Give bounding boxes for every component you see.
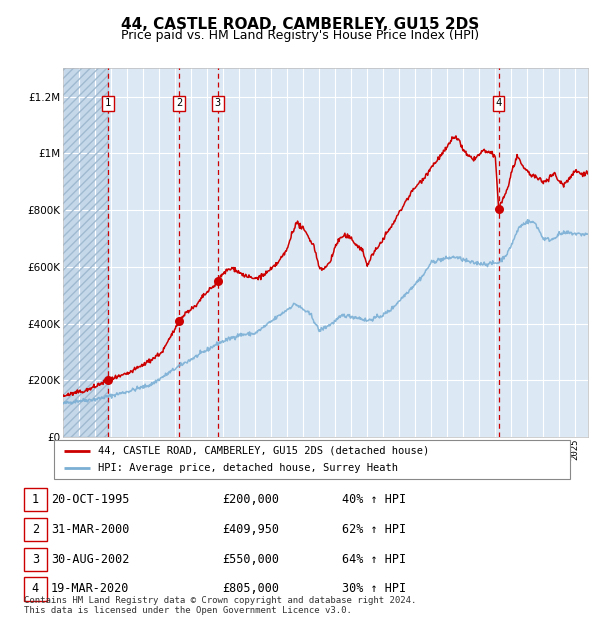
Text: 3: 3: [32, 553, 39, 565]
Text: 62% ↑ HPI: 62% ↑ HPI: [342, 523, 406, 536]
Text: 4: 4: [496, 98, 502, 108]
Text: £550,000: £550,000: [222, 553, 279, 565]
Text: 1: 1: [104, 98, 111, 108]
Text: 64% ↑ HPI: 64% ↑ HPI: [342, 553, 406, 565]
Text: 20-OCT-1995: 20-OCT-1995: [51, 494, 130, 506]
Text: 19-MAR-2020: 19-MAR-2020: [51, 583, 130, 595]
Bar: [63, 68, 108, 437]
Text: HPI: Average price, detached house, Surrey Heath: HPI: Average price, detached house, Surr…: [98, 463, 398, 473]
Text: 31-MAR-2000: 31-MAR-2000: [51, 523, 130, 536]
Text: Contains HM Land Registry data © Crown copyright and database right 2024.
This d: Contains HM Land Registry data © Crown c…: [24, 596, 416, 615]
Text: £200,000: £200,000: [222, 494, 279, 506]
Text: 44, CASTLE ROAD, CAMBERLEY, GU15 2DS: 44, CASTLE ROAD, CAMBERLEY, GU15 2DS: [121, 17, 479, 32]
Text: 3: 3: [215, 98, 221, 108]
Text: 44, CASTLE ROAD, CAMBERLEY, GU15 2DS (detached house): 44, CASTLE ROAD, CAMBERLEY, GU15 2DS (de…: [98, 446, 429, 456]
Text: 40% ↑ HPI: 40% ↑ HPI: [342, 494, 406, 506]
Text: 1: 1: [32, 494, 39, 506]
FancyBboxPatch shape: [54, 440, 570, 479]
Text: 2: 2: [176, 98, 182, 108]
Text: £409,950: £409,950: [222, 523, 279, 536]
Text: Price paid vs. HM Land Registry's House Price Index (HPI): Price paid vs. HM Land Registry's House …: [121, 29, 479, 42]
Text: 2: 2: [32, 523, 39, 536]
Text: 30-AUG-2002: 30-AUG-2002: [51, 553, 130, 565]
Bar: [63, 68, 108, 437]
Text: £805,000: £805,000: [222, 583, 279, 595]
Text: 4: 4: [32, 583, 39, 595]
Text: 30% ↑ HPI: 30% ↑ HPI: [342, 583, 406, 595]
